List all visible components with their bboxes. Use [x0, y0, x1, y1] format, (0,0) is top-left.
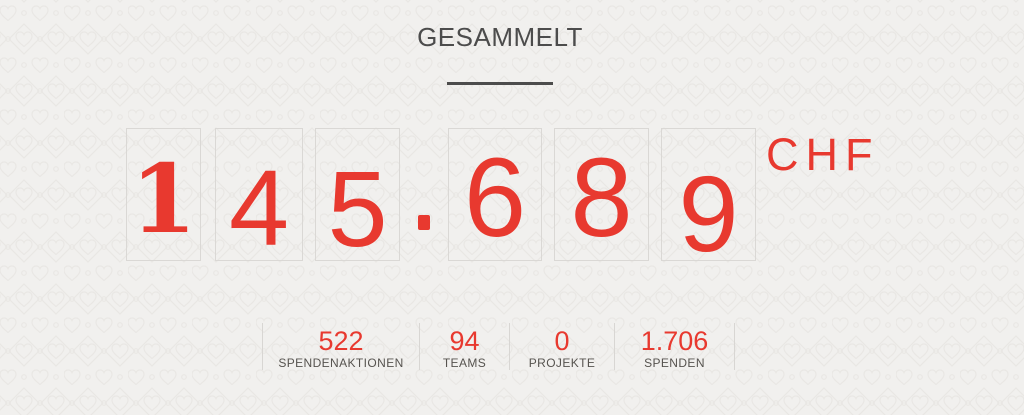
digit: 1: [130, 144, 197, 255]
stat-value: 1.706: [640, 326, 709, 356]
stat-value: 0: [554, 326, 570, 356]
digit: 5: [327, 147, 388, 269]
digit-box: 6: [448, 128, 542, 261]
digit-box: 4: [215, 128, 303, 261]
stat-label: PROJEKTE: [528, 356, 596, 370]
stat-label: TEAMS: [442, 356, 487, 370]
stat-teams: 94 TEAMS: [419, 323, 509, 370]
digit-box: 8: [554, 128, 649, 261]
stat-spendenaktionen: 522 SPENDENAKTIONEN: [262, 323, 419, 370]
title-underline: [447, 82, 553, 85]
digit: 9: [678, 152, 739, 274]
digit-box: 5: [315, 128, 400, 269]
page-title: GESAMMELT: [417, 22, 583, 52]
stat-label: SPENDEN: [644, 356, 705, 370]
stat-projekte: 0 PROJEKTE: [509, 323, 614, 370]
digit-box: 9: [661, 128, 756, 267]
separator-dot: .: [418, 215, 430, 230]
stat-spenden: 1.706 SPENDEN: [614, 323, 735, 370]
stat-value: 94: [449, 326, 480, 356]
digit-box: 1: [126, 128, 201, 261]
stats-row: 522 SPENDENAKTIONEN 94 TEAMS 0 PROJEKTE …: [262, 323, 735, 370]
stat-value: 522: [318, 326, 364, 356]
digit: 8: [570, 134, 633, 260]
thousands-separator: .: [400, 128, 448, 261]
digit: 6: [463, 134, 527, 260]
digit: 4: [228, 146, 290, 268]
amount-counter: 1 4 5 . 6 8 9: [126, 128, 756, 269]
currency-label: CHF: [766, 129, 880, 180]
stat-label: SPENDENAKTIONEN: [278, 356, 404, 370]
